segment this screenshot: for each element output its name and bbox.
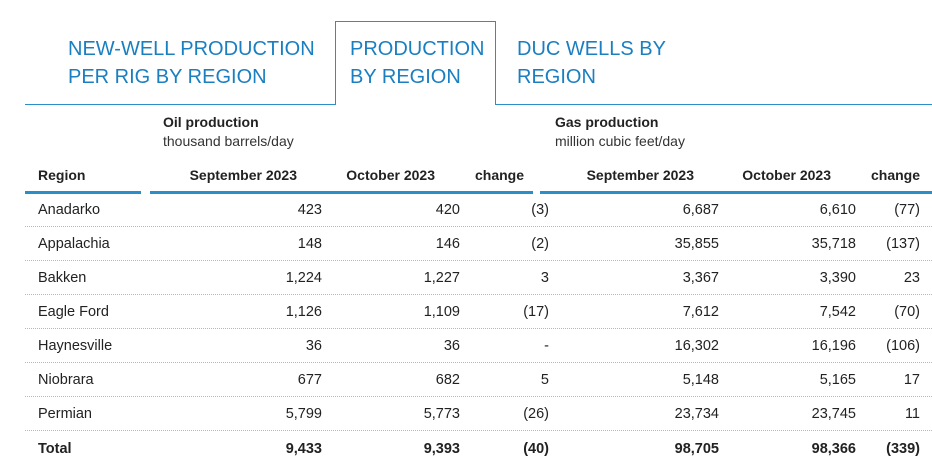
table-row-total: Total 9,433 9,393 (40) 98,705 98,366 (33… <box>25 432 932 466</box>
table-row: Permian 5,799 5,773 (26) 23,734 23,745 1… <box>25 397 932 431</box>
oil-production-group-header: Oil production thousand barrels/day <box>163 113 294 151</box>
cell-oil-change: (40) <box>523 441 549 457</box>
table-row: Niobrara 677 682 5 5,148 5,165 17 <box>25 363 932 397</box>
cell-gas-september: 5,148 <box>682 372 719 388</box>
cell-gas-change: 23 <box>903 270 920 286</box>
column-header-oil-september: September 2023 <box>189 167 297 183</box>
cell-oil-september: 423 <box>297 202 322 218</box>
cell-gas-september: 3,367 <box>682 270 719 286</box>
cell-gas-october: 35,718 <box>811 236 856 252</box>
cell-oil-september: 677 <box>297 372 322 388</box>
cell-gas-change: (106) <box>886 338 920 354</box>
oil-group-title: Oil production <box>163 114 259 130</box>
tab-label-line2: BY REGION <box>350 66 461 88</box>
cell-oil-september: 36 <box>305 338 322 354</box>
gas-group-title: Gas production <box>555 114 659 130</box>
cell-region: Eagle Ford <box>38 304 109 320</box>
cell-oil-october: 682 <box>435 372 460 388</box>
table-row: Haynesville 36 36 - 16,302 16,196 (106) <box>25 329 932 363</box>
tab-production-by-region[interactable]: PRODUCTION BY REGION <box>335 21 496 105</box>
cell-gas-september: 7,612 <box>682 304 719 320</box>
column-header-region: Region <box>38 167 86 183</box>
cell-oil-september: 5,799 <box>285 406 322 422</box>
cell-gas-october: 16,196 <box>811 338 856 354</box>
cell-gas-october: 3,390 <box>819 270 856 286</box>
cell-region: Niobrara <box>38 372 94 388</box>
cell-oil-september: 148 <box>297 236 322 252</box>
cell-gas-change: (137) <box>886 236 920 252</box>
cell-oil-change: - <box>544 338 549 354</box>
cell-oil-september: 9,433 <box>285 441 322 457</box>
table-row: Bakken 1,224 1,227 3 3,367 3,390 23 <box>25 261 932 295</box>
gas-production-group-header: Gas production million cubic feet/day <box>555 113 685 151</box>
cell-oil-october: 420 <box>435 202 460 218</box>
cell-gas-change: 11 <box>904 406 920 422</box>
tab-bar: NEW-WELL PRODUCTION PER RIG BY REGION PR… <box>0 0 932 105</box>
cell-oil-october: 146 <box>435 236 460 252</box>
table-row: Eagle Ford 1,126 1,109 (17) 7,612 7,542 … <box>25 295 932 329</box>
cell-gas-september: 98,705 <box>674 441 719 457</box>
cell-oil-change: (26) <box>523 406 549 422</box>
gas-group-unit: million cubic feet/day <box>555 133 685 149</box>
tab-label-line2: PER RIG BY REGION <box>68 66 267 88</box>
tab-label-line1: NEW-WELL PRODUCTION <box>68 38 315 60</box>
cell-gas-change: (70) <box>894 304 920 320</box>
column-header-oil-change: change <box>474 167 524 183</box>
table-row: Appalachia 148 146 (2) 35,855 35,718 (13… <box>25 227 932 261</box>
cell-oil-change: (2) <box>531 236 549 252</box>
cell-gas-october: 5,165 <box>819 372 856 388</box>
cell-region: Bakken <box>38 270 87 286</box>
cell-gas-change: (339) <box>886 441 920 457</box>
tab-new-well-production[interactable]: NEW-WELL PRODUCTION PER RIG BY REGION <box>68 35 315 91</box>
cell-oil-october: 1,109 <box>423 304 460 320</box>
tab-label-line1: DUC WELLS BY <box>517 38 666 60</box>
cell-region: Permian <box>38 406 92 422</box>
column-header-oil-october: October 2023 <box>346 167 435 183</box>
cell-oil-change: (17) <box>523 304 549 320</box>
cell-gas-september: 16,302 <box>674 338 719 354</box>
cell-gas-change: (77) <box>894 202 920 218</box>
column-header-gas-change: change <box>870 167 920 183</box>
cell-oil-october: 36 <box>443 338 460 354</box>
cell-oil-october: 1,227 <box>423 270 460 286</box>
cell-gas-october: 7,542 <box>819 304 856 320</box>
cell-oil-change: (3) <box>531 202 549 218</box>
cell-gas-september: 23,734 <box>674 406 719 422</box>
oil-group-unit: thousand barrels/day <box>163 133 294 149</box>
cell-region: Haynesville <box>38 338 113 354</box>
column-header-gas-september: September 2023 <box>586 167 694 183</box>
tab-divider-right <box>496 104 932 105</box>
tab-duc-wells[interactable]: DUC WELLS BY REGION <box>517 35 666 91</box>
cell-region: Appalachia <box>38 236 110 252</box>
cell-oil-change: 5 <box>540 372 549 388</box>
cell-oil-change: 3 <box>540 270 549 286</box>
cell-gas-september: 6,687 <box>682 202 719 218</box>
tab-label-line1: PRODUCTION <box>350 38 485 60</box>
cell-gas-october: 98,366 <box>811 441 856 457</box>
cell-gas-october: 23,745 <box>811 406 856 422</box>
cell-oil-october: 5,773 <box>423 406 460 422</box>
cell-oil-september: 1,126 <box>285 304 322 320</box>
cell-oil-september: 1,224 <box>285 270 322 286</box>
tab-divider-left <box>25 104 335 105</box>
cell-region: Anadarko <box>38 202 101 218</box>
table-row: Anadarko 423 420 (3) 6,687 6,610 (77) <box>25 193 932 227</box>
column-header-gas-october: October 2023 <box>742 167 831 183</box>
cell-oil-october: 9,393 <box>423 441 460 457</box>
cell-region: Total <box>38 441 72 457</box>
header-underline-region <box>25 191 141 194</box>
cell-gas-october: 6,610 <box>819 202 856 218</box>
cell-gas-change: 17 <box>903 372 920 388</box>
header-underline-gas <box>540 191 932 194</box>
cell-gas-september: 35,855 <box>674 236 719 252</box>
header-underline-oil <box>150 191 533 194</box>
tab-label-line2: REGION <box>517 66 596 88</box>
